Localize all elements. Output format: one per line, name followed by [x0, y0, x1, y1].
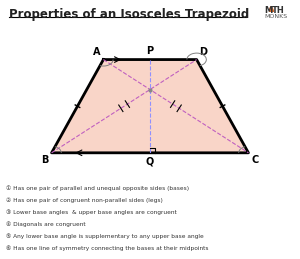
- Text: M: M: [264, 6, 272, 16]
- Text: ④ Diagonals are congruent: ④ Diagonals are congruent: [6, 221, 85, 227]
- Text: ① Has one pair of parallel and unequal opposite sides (bases): ① Has one pair of parallel and unequal o…: [6, 185, 189, 191]
- Text: D: D: [199, 47, 207, 57]
- Text: B: B: [41, 155, 49, 166]
- Text: ⑤ Any lower base angle is supplementary to any upper base angle: ⑤ Any lower base angle is supplementary …: [6, 233, 204, 239]
- Text: ③ Lower base angles  & upper base angles are congruent: ③ Lower base angles & upper base angles …: [6, 209, 177, 215]
- Polygon shape: [52, 60, 248, 153]
- Text: MONKS: MONKS: [264, 14, 287, 19]
- Text: ② Has one pair of congruent non-parallel sides (legs): ② Has one pair of congruent non-parallel…: [6, 197, 163, 203]
- Text: A: A: [93, 47, 101, 57]
- Text: Properties of an Isosceles Trapezoid: Properties of an Isosceles Trapezoid: [9, 8, 249, 21]
- Text: C: C: [251, 155, 259, 166]
- Text: TH: TH: [272, 6, 284, 16]
- Polygon shape: [268, 6, 274, 12]
- Text: P: P: [146, 46, 154, 56]
- Text: Q: Q: [146, 157, 154, 167]
- Text: ⑥ Has one line of symmetry connecting the bases at their midpoints: ⑥ Has one line of symmetry connecting th…: [6, 246, 208, 251]
